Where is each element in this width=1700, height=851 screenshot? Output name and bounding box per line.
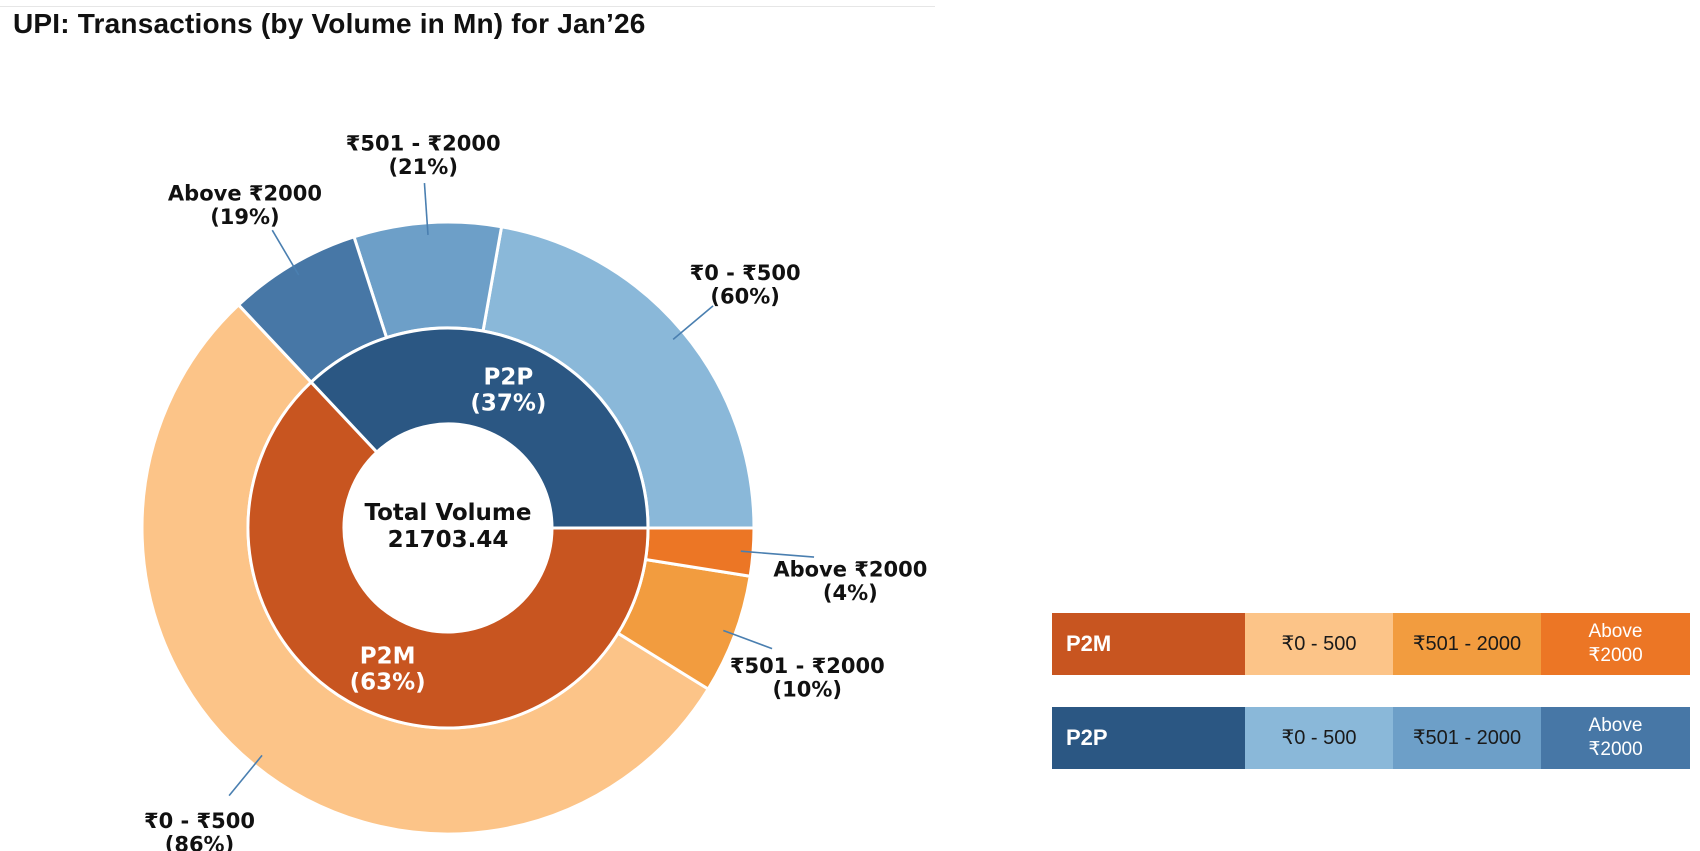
page-title: UPI: Transactions (by Volume in Mn) for … xyxy=(13,8,646,39)
leader-lines xyxy=(228,182,815,797)
legend-p2p: P2P ₹0 - 500 ₹501 - 2000 Above ₹2000 xyxy=(1052,707,1690,769)
leader-line-p2p-501-2000 xyxy=(423,182,429,235)
center-title: Total Volume xyxy=(364,500,531,526)
slice-labels: P2P (37%) P2M (63%) ₹0 - ₹500 (60%) ₹501 - ₹20… xyxy=(144,132,927,851)
outer-label-p2p-above-2000: Above ₹2000 (19%) xyxy=(168,181,322,229)
legend-p2m-0-500: ₹0 - 500 xyxy=(1245,613,1393,675)
legend-p2m-501-2000: ₹501 - 2000 xyxy=(1393,613,1541,675)
inner-slice-p2m xyxy=(246,380,650,730)
title-underline xyxy=(0,6,935,7)
nested-donut-chart: P2P (37%) P2M (63%) ₹0 - ₹500 (60%) ₹501 - ₹20… xyxy=(140,132,927,851)
leader-line-p2m-501-2000 xyxy=(723,629,773,650)
outer-label-p2m-above-2000: Above ₹2000 (4%) xyxy=(773,557,927,605)
center-value: 21703.44 xyxy=(388,527,509,553)
inner-label-p2m: P2M (63%) xyxy=(350,643,426,695)
legend-p2p-501-2000: ₹501 - 2000 xyxy=(1393,707,1541,769)
inner-slice-p2p xyxy=(308,326,650,530)
leader-line-p2p-above-2000 xyxy=(271,229,300,276)
legend-p2p-above-2000: Above ₹2000 xyxy=(1541,707,1690,769)
legend-p2m-above-2000: Above ₹2000 xyxy=(1541,613,1690,675)
inner-label-p2p: P2P (37%) xyxy=(470,365,546,417)
outer-label-p2p-0-500: ₹0 - ₹500 (60%) xyxy=(690,261,801,309)
legend-p2p-0-500: ₹0 - 500 xyxy=(1245,707,1393,769)
leader-line-p2m-0-500 xyxy=(228,754,263,797)
outer-label-p2m-0-500: ₹0 - ₹500 (86%) xyxy=(144,809,255,851)
legend-p2m-above-line2: ₹2000 xyxy=(1588,645,1643,666)
legend-p2p-group: P2P xyxy=(1052,707,1245,769)
inner-ring xyxy=(246,326,650,730)
outer-label-p2m-501-2000: ₹501 - ₹2000 (10%) xyxy=(730,654,885,702)
legend-p2p-above-line1: Above xyxy=(1588,715,1643,737)
legend-p2m-group: P2M xyxy=(1052,613,1245,675)
leader-line-p2p-0-500 xyxy=(672,305,714,340)
legend-p2m: P2M ₹0 - 500 ₹501 - 2000 Above ₹2000 xyxy=(1052,613,1690,675)
leader-line-p2m-above-2000 xyxy=(740,550,815,558)
legend-p2m-above-line1: Above xyxy=(1588,621,1643,643)
legend-p2p-above-line2: ₹2000 xyxy=(1588,739,1643,760)
outer-label-p2p-501-2000: ₹501 - ₹2000 (21%) xyxy=(346,132,501,180)
